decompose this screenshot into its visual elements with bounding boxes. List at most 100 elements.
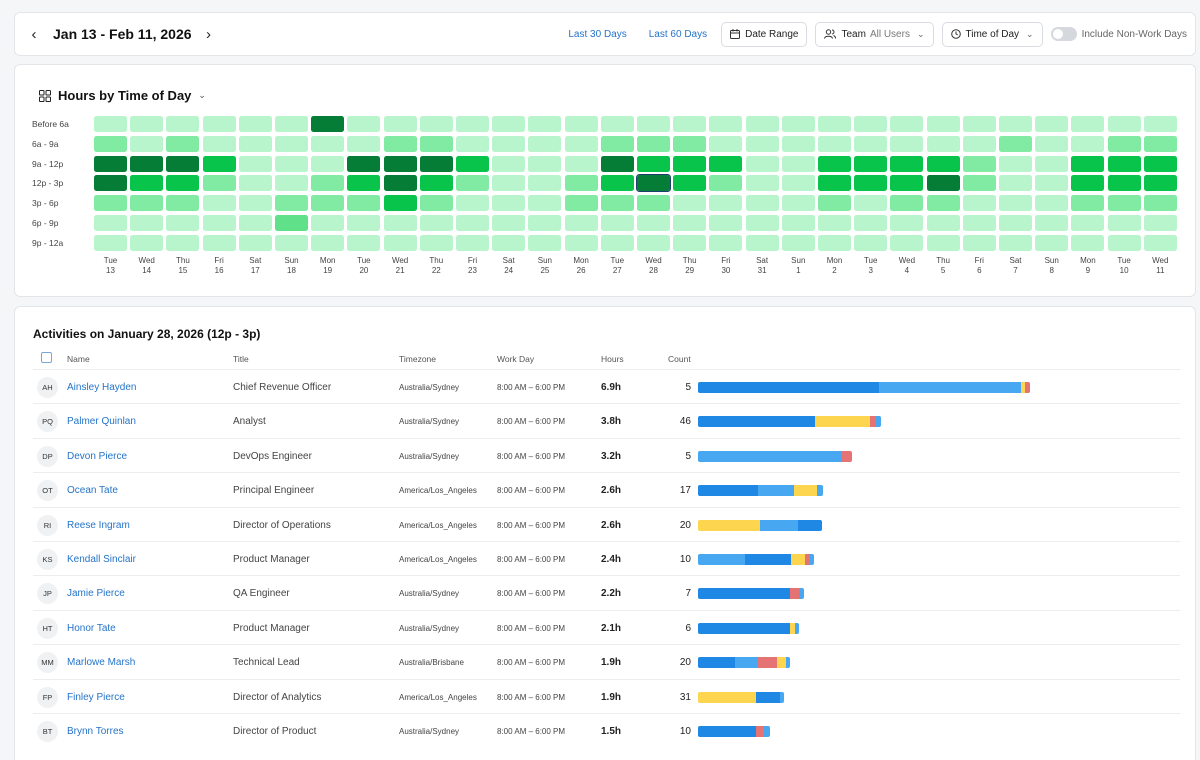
heatmap-cell[interactable] xyxy=(564,116,598,132)
heatmap-title-dropdown[interactable]: Hours by Time of Day ⌄ xyxy=(39,88,206,103)
heatmap-cell[interactable] xyxy=(600,116,634,132)
heatmap-cell[interactable] xyxy=(456,215,489,231)
heatmap-cell[interactable] xyxy=(637,135,670,152)
heatmap-cell[interactable] xyxy=(94,215,127,231)
heatmap-cell[interactable] xyxy=(492,215,526,231)
heatmap-cell[interactable] xyxy=(130,195,164,212)
heatmap-cell[interactable] xyxy=(854,116,888,132)
heatmap-cell[interactable] xyxy=(275,135,308,152)
heatmap-cell[interactable] xyxy=(1035,116,1069,132)
heatmap-cell[interactable] xyxy=(202,234,236,251)
heatmap-cell[interactable] xyxy=(818,175,851,192)
table-row[interactable]: FP Finley Pierce Director of Analytics Amer… xyxy=(33,678,1180,713)
user-name-link[interactable]: Reese Ingram xyxy=(67,519,130,531)
col-header-name[interactable]: Name xyxy=(67,354,90,364)
heatmap-cell[interactable] xyxy=(637,116,670,132)
heatmap-cell[interactable] xyxy=(456,135,489,152)
heatmap-cell[interactable] xyxy=(890,116,924,132)
heatmap-cell[interactable] xyxy=(999,135,1032,152)
user-name-link[interactable]: Marlowe Marsh xyxy=(67,657,136,669)
heatmap-cell[interactable] xyxy=(818,234,851,251)
heatmap-cell[interactable] xyxy=(1071,195,1105,212)
heatmap-cell[interactable] xyxy=(166,215,200,231)
heatmap-cell[interactable] xyxy=(383,215,417,231)
heatmap-cell[interactable] xyxy=(347,234,381,251)
heatmap-cell[interactable] xyxy=(528,155,562,172)
table-row[interactable]: HT Honor Tate Product Manager Australia/Syd… xyxy=(33,609,1180,644)
heatmap-cell[interactable] xyxy=(1071,116,1105,132)
heatmap-cell[interactable] xyxy=(130,234,164,251)
heatmap-cell[interactable] xyxy=(94,116,127,132)
heatmap-cell[interactable] xyxy=(419,175,453,192)
heatmap-cell[interactable] xyxy=(962,116,996,132)
heatmap-cell[interactable] xyxy=(1143,135,1177,152)
user-name-link[interactable]: Devon Pierce xyxy=(67,450,128,462)
heatmap-cell[interactable] xyxy=(275,175,308,192)
heatmap-cell[interactable] xyxy=(818,195,851,212)
heatmap-cell[interactable] xyxy=(781,155,815,172)
heatmap-cell[interactable] xyxy=(383,234,417,251)
heatmap-cell[interactable] xyxy=(564,135,598,152)
heatmap-cell[interactable] xyxy=(456,116,489,132)
heatmap-cell[interactable] xyxy=(311,155,345,172)
time-of-day-select[interactable]: Time of Day ⌄ xyxy=(941,21,1043,47)
heatmap-cell[interactable] xyxy=(130,116,164,132)
heatmap-cell[interactable] xyxy=(166,234,200,251)
heatmap-cell[interactable] xyxy=(890,215,924,231)
heatmap-cell[interactable] xyxy=(854,175,888,192)
heatmap-cell[interactable] xyxy=(962,135,996,152)
heatmap-cell[interactable] xyxy=(456,195,489,212)
heatmap-cell[interactable] xyxy=(492,234,526,251)
heatmap-cell[interactable] xyxy=(1143,175,1177,192)
heatmap-cell[interactable] xyxy=(745,155,779,172)
heatmap-cell[interactable] xyxy=(926,175,960,192)
heatmap-cell[interactable] xyxy=(745,135,779,152)
user-name-link[interactable]: Honor Tate xyxy=(67,622,116,634)
heatmap-cell[interactable] xyxy=(1107,234,1141,251)
heatmap-cell[interactable] xyxy=(1035,195,1069,212)
heatmap-cell[interactable] xyxy=(492,175,526,192)
heatmap-cell[interactable] xyxy=(637,215,670,231)
heatmap-cell[interactable] xyxy=(166,175,200,192)
heatmap-cell[interactable] xyxy=(1143,155,1177,172)
heatmap-cell[interactable] xyxy=(600,175,634,192)
chevron-left-icon[interactable]: ‹ xyxy=(31,25,37,43)
heatmap-cell[interactable] xyxy=(94,195,127,212)
heatmap-cell[interactable] xyxy=(673,175,707,192)
heatmap-cell[interactable] xyxy=(528,135,562,152)
heatmap-cell[interactable] xyxy=(709,155,743,172)
heatmap-cell[interactable] xyxy=(130,215,164,231)
heatmap-cell[interactable] xyxy=(383,135,417,152)
heatmap-cell[interactable] xyxy=(600,215,634,231)
heatmap-cell[interactable] xyxy=(456,155,489,172)
heatmap-cell[interactable] xyxy=(1107,116,1141,132)
heatmap-cell[interactable] xyxy=(528,234,562,251)
heatmap-cell[interactable] xyxy=(311,116,345,132)
heatmap-cell[interactable] xyxy=(818,135,851,152)
table-row[interactable]: RI Reese Ingram Director of Operations Amer… xyxy=(33,506,1180,541)
heatmap-cell[interactable] xyxy=(926,234,960,251)
heatmap-cell[interactable] xyxy=(419,116,453,132)
heatmap-cell[interactable] xyxy=(673,155,707,172)
heatmap-cell[interactable] xyxy=(1143,215,1177,231)
heatmap-cell[interactable] xyxy=(926,155,960,172)
heatmap-cell[interactable] xyxy=(94,135,127,152)
heatmap-cell[interactable] xyxy=(419,155,453,172)
heatmap-cell[interactable] xyxy=(202,175,236,192)
heatmap-cell[interactable] xyxy=(347,116,381,132)
heatmap-cell[interactable] xyxy=(1035,155,1069,172)
heatmap-cell[interactable] xyxy=(275,215,308,231)
user-name-link[interactable]: Ainsley Hayden xyxy=(67,382,137,393)
heatmap-cell[interactable] xyxy=(818,116,851,132)
last-60-days-link[interactable]: Last 60 Days xyxy=(648,28,708,40)
heatmap-cell[interactable] xyxy=(745,116,779,132)
col-header-title[interactable]: Title xyxy=(233,354,249,364)
heatmap-cell[interactable] xyxy=(1071,175,1105,192)
table-row[interactable]: AH Ainsley Hayden Chief Revenue Officer Aus… xyxy=(33,369,1180,403)
heatmap-cell[interactable] xyxy=(709,215,743,231)
heatmap-cell[interactable] xyxy=(528,116,562,132)
table-row[interactable]: DP Devon Pierce DevOps Engineer Australia/S… xyxy=(33,437,1180,472)
heatmap-cell[interactable] xyxy=(347,155,381,172)
heatmap-cell[interactable] xyxy=(673,215,707,231)
heatmap-cell[interactable] xyxy=(564,195,598,212)
